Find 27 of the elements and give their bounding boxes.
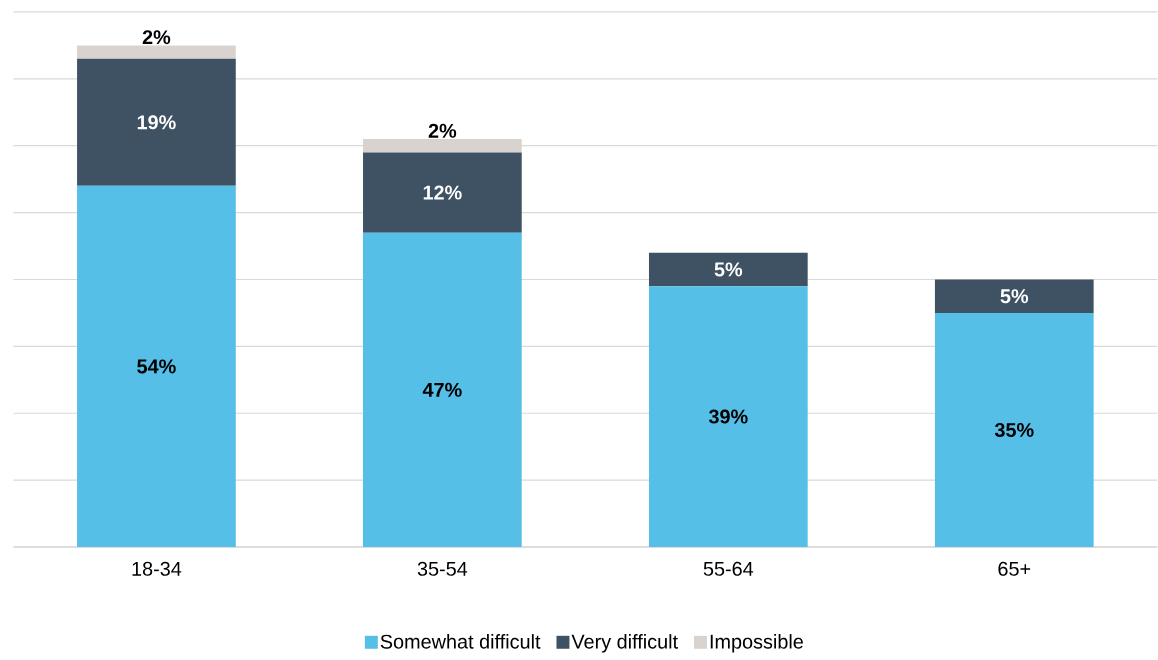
data-label: 5%: [714, 262, 743, 277]
bar: [77, 186, 236, 548]
data-label: 39%: [708, 409, 748, 424]
bar: [363, 139, 522, 153]
data-label: 12%: [423, 185, 462, 200]
bar: [363, 152, 522, 233]
bar: [648, 252, 808, 287]
x-tick-label: 55-64: [703, 562, 754, 577]
bar: [77, 58, 236, 187]
data-label: 35%: [994, 423, 1034, 438]
x-tick-label: 65+: [998, 562, 1031, 577]
data-label: 19%: [137, 115, 176, 130]
data-label: 2%: [428, 124, 457, 139]
bar: [648, 286, 808, 548]
x-tick-label: 18-34: [132, 562, 182, 577]
data-label: 5%: [1000, 289, 1029, 304]
bar: [934, 313, 1094, 548]
x-tick-label: 35-54: [417, 562, 468, 577]
data-label: 54%: [137, 359, 176, 374]
legend-label: Very difficult: [571, 634, 678, 653]
data-label: 47%: [422, 383, 462, 398]
data-label: 2%: [142, 30, 171, 45]
bar: [77, 45, 236, 59]
legend-label: Impossible: [710, 634, 803, 653]
bar: [363, 232, 522, 548]
legend-label: Somewhat difficult: [380, 634, 541, 649]
bar: [934, 279, 1094, 314]
